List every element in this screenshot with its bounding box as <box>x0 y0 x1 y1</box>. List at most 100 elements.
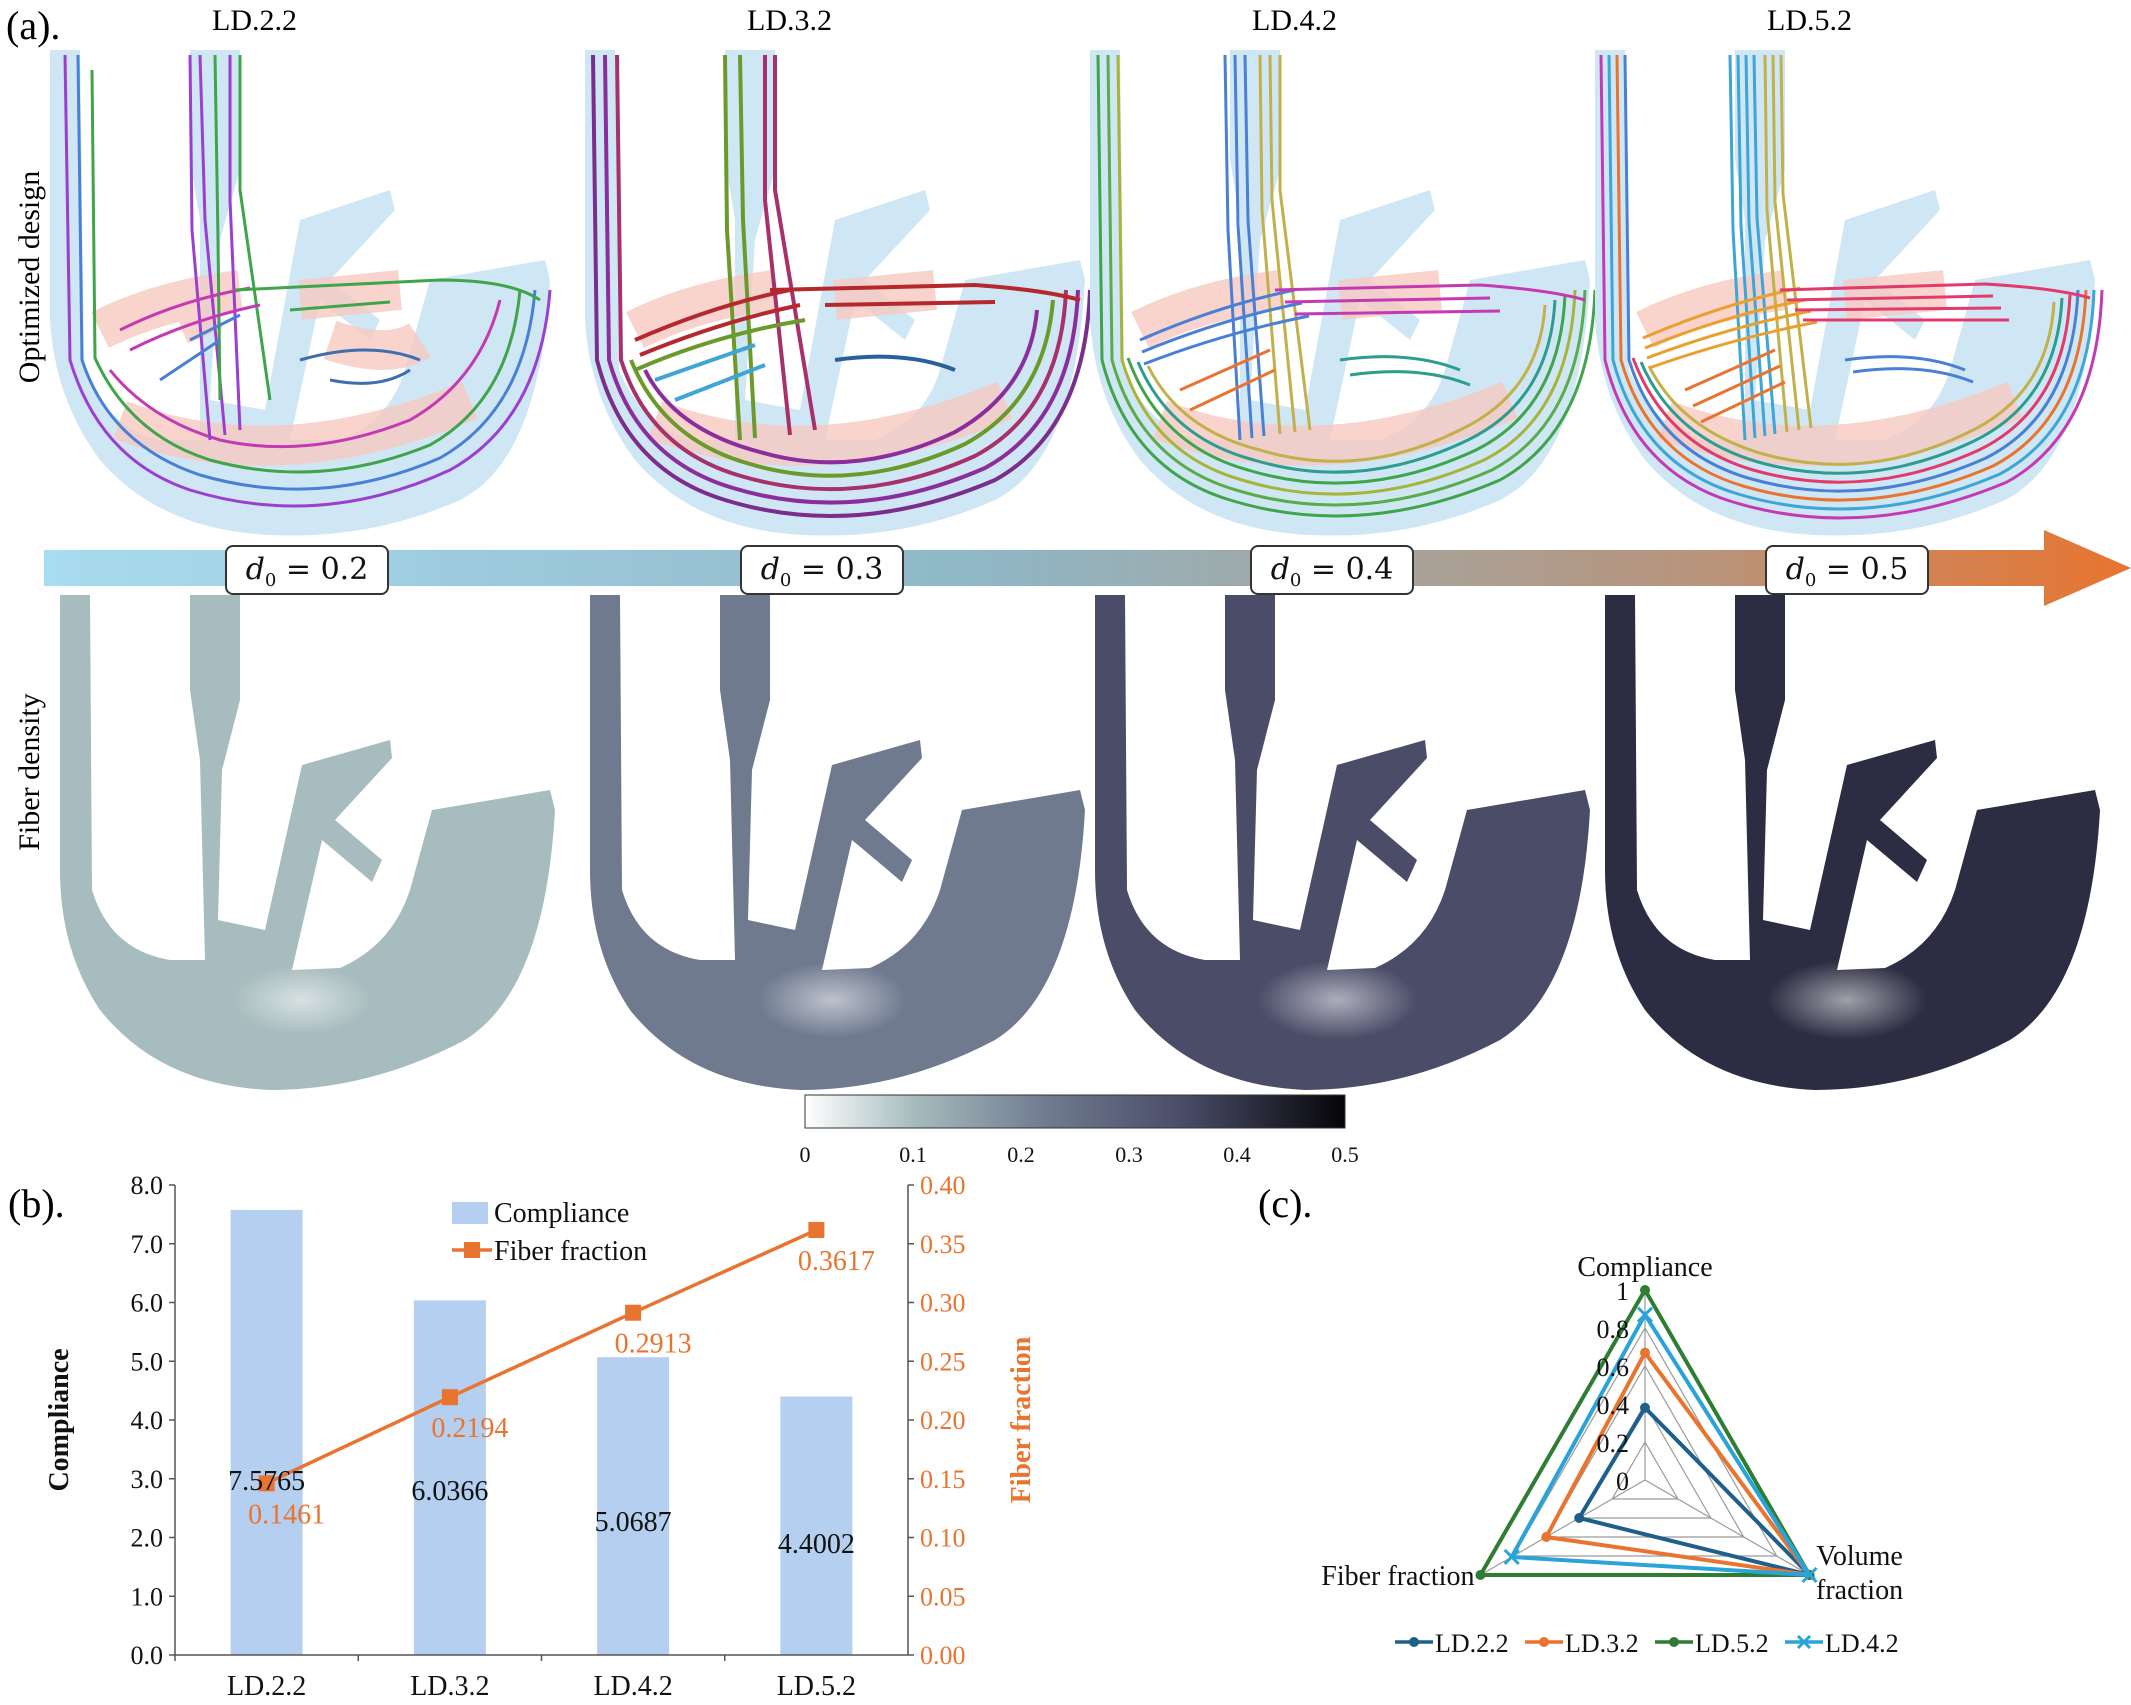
left-axis-tick-label: 8.0 <box>131 1171 164 1200</box>
legend-marker-fiber <box>464 1242 480 1258</box>
fiber-fraction-label: 0.2194 <box>431 1413 508 1444</box>
right-axis-tick-label: 0.00 <box>920 1641 966 1670</box>
design-title-1: LD.2.2 <box>212 4 297 37</box>
d0-value-1: = 0.2 <box>285 552 369 587</box>
compliance-bar-label: 5.0687 <box>595 1507 672 1538</box>
d0-gradient-arrow <box>44 530 2131 606</box>
d0-value-3: = 0.4 <box>1310 552 1394 587</box>
d0-box-2: d0 = 0.3 <box>740 545 904 595</box>
fiber-fraction-line <box>265 1228 818 1485</box>
d0-value-4: = 0.5 <box>1825 552 1909 587</box>
colorbar-tick-label: 0.4 <box>1223 1142 1251 1167</box>
compliance-bar <box>413 1300 486 1655</box>
fiber-fraction-label: 0.3617 <box>798 1246 875 1277</box>
d0-box-3: d0 = 0.4 <box>1250 545 1414 595</box>
radar-axis-label-volume-2: fraction <box>1816 1575 1903 1606</box>
right-axis-tick-label: 0.10 <box>920 1524 966 1553</box>
density-map-4 <box>1605 595 2100 1090</box>
radar-marker <box>1541 1532 1552 1542</box>
legend-label-compliance: Compliance <box>494 1198 629 1229</box>
colorbar-tick-label: 0 <box>800 1142 811 1167</box>
d0-symbol: d <box>760 552 780 587</box>
x-tick-label: LD.5.2 <box>777 1671 856 1702</box>
fiber-density-row <box>60 595 2100 1090</box>
optimized-design-row <box>50 50 2104 536</box>
d0-value-2: = 0.3 <box>800 552 884 587</box>
panel-b-label: (b). <box>8 1181 65 1226</box>
radar-marker <box>1640 1347 1650 1358</box>
radar-axis-label-fiber: Fiber fraction <box>1321 1561 1474 1592</box>
left-axis-tick-label: 0.0 <box>131 1641 164 1670</box>
radar-legend-label: LD.4.2 <box>1825 1629 1899 1658</box>
compliance-bar-label: 4.4002 <box>778 1529 855 1560</box>
design-paths-2 <box>585 50 1092 536</box>
design-title-3: LD.4.2 <box>1252 4 1337 37</box>
colorbar-ticks: 0 0.1 0.2 0.3 0.4 0.5 <box>800 1142 1359 1167</box>
radar-grid-ring <box>1545 1364 1745 1538</box>
design-paths-4 <box>1595 50 2104 536</box>
radar-tick-label: 0.2 <box>1597 1429 1630 1458</box>
left-axis-tick-label: 6.0 <box>131 1289 164 1318</box>
radar-marker <box>1503 1548 1520 1566</box>
fiber-fraction-label: 0.2913 <box>615 1329 692 1360</box>
fiber-fraction-label: 0.1461 <box>248 1499 325 1530</box>
fiber-fraction-marker <box>258 1475 275 1492</box>
compliance-bar-label: 7.5765 <box>228 1466 305 1497</box>
radar-marker <box>1574 1513 1585 1523</box>
design-title-2: LD.3.2 <box>747 4 832 37</box>
radar-series-LD.3.2 <box>1543 1348 1815 1578</box>
right-axis-tick-label: 0.40 <box>920 1171 966 1200</box>
radar-axis-label-volume-1: Volume <box>1816 1541 1903 1572</box>
radar-tick-label: 0.6 <box>1597 1353 1630 1382</box>
compliance-fiber-chart: 7.5765 6.0366 5.0687 4.4002 0.1461 0.2194 0.29… <box>44 1171 1037 1702</box>
radar-legend-label: LD.5.2 <box>1695 1629 1769 1658</box>
design-title-4: LD.5.2 <box>1767 4 1852 37</box>
x-tick-label: LD.4.2 <box>593 1671 672 1702</box>
d0-symbol: d <box>1785 552 1805 587</box>
radar-series-LD.5.2 <box>1476 1285 1814 1577</box>
d0-subscript: 0 <box>1289 570 1302 591</box>
radar-tick-label: 0 <box>1616 1467 1629 1496</box>
radar-series-LD.4.2 <box>1508 1310 1814 1578</box>
left-axis-tick-label: 2.0 <box>131 1524 164 1553</box>
radar-marker <box>1475 1570 1486 1580</box>
radar-marker <box>1801 1566 1818 1584</box>
radar-legend-marker <box>1669 1637 1679 1647</box>
right-axis-tick-label: 0.35 <box>920 1230 966 1259</box>
fiber-fraction-marker <box>441 1389 458 1406</box>
right-axis-tick-label: 0.15 <box>920 1465 966 1494</box>
colorbar-tick-label: 0.1 <box>899 1142 927 1167</box>
right-axis-tick-label: 0.30 <box>920 1289 966 1318</box>
legend-label-fiber: Fiber fraction <box>494 1236 647 1267</box>
d0-subscript: 0 <box>779 570 792 591</box>
density-map-2 <box>590 595 1085 1090</box>
colorbar-gradient <box>804 1094 1346 1129</box>
radar-marker <box>1636 1306 1654 1323</box>
radar-legend-label: LD.2.2 <box>1435 1629 1509 1658</box>
colorbar-tick-label: 0.2 <box>1007 1142 1035 1167</box>
radar-axis-line <box>1644 1479 1810 1576</box>
compliance-bar <box>780 1396 853 1655</box>
x-tick-label: LD.3.2 <box>410 1671 489 1702</box>
d0-subscript: 0 <box>264 570 277 591</box>
compliance-bar <box>597 1357 670 1655</box>
design-paths-3 <box>1090 50 1597 536</box>
right-axis-tick-label: 0.05 <box>920 1582 966 1611</box>
fiber-fraction-marker <box>625 1304 642 1321</box>
radar-legend-marker <box>1409 1637 1419 1647</box>
left-axis-tick-label: 4.0 <box>131 1406 164 1435</box>
radar-tick-label: 0.4 <box>1597 1391 1630 1420</box>
design-paths-1 <box>50 50 552 536</box>
right-axis-tick-label: 0.20 <box>920 1406 966 1435</box>
left-axis-tick-label: 1.0 <box>131 1582 164 1611</box>
radar-marker <box>1640 1402 1650 1413</box>
panel-c-label: (c). <box>1258 1181 1313 1226</box>
panel-a-label: (a). <box>6 3 61 48</box>
radar-tick-label: 1 <box>1616 1277 1629 1306</box>
radar-legend-marker <box>1539 1637 1549 1647</box>
fiber-fraction-marker <box>808 1222 825 1239</box>
d0-symbol: d <box>245 552 265 587</box>
left-axis-tick-label: 7.0 <box>131 1230 164 1259</box>
legend-swatch-compliance <box>452 1202 488 1224</box>
